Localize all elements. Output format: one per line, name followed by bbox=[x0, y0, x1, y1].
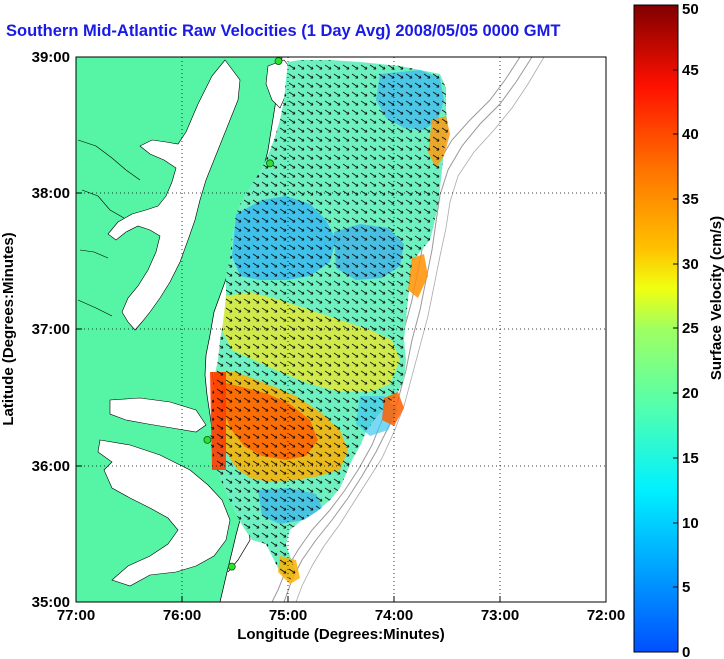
river-potomac bbox=[77, 139, 141, 317]
y-tick-label: 35:00 bbox=[32, 594, 70, 611]
chesapeake-bay bbox=[107, 59, 241, 331]
x-tick-label: 72:00 bbox=[587, 607, 625, 624]
colorbar-tick-label: 35 bbox=[682, 191, 699, 208]
hf-radar-station bbox=[227, 562, 236, 571]
y-axis-title: Latitude (Degrees:Minutes) bbox=[0, 232, 17, 425]
colorbar-tick-label: 50 bbox=[682, 1, 699, 18]
pamlico-sound bbox=[97, 439, 231, 587]
grid-lines bbox=[76, 57, 606, 602]
colorbar-ticks bbox=[673, 4, 678, 653]
y-tick-label: 39:00 bbox=[32, 49, 70, 66]
colorbar-tick-label: 25 bbox=[682, 320, 699, 337]
vector-arrows bbox=[210, 60, 448, 580]
colorbar-tick-label: 0 bbox=[682, 644, 690, 659]
tick-marks bbox=[75, 56, 607, 603]
colorbar-tick-label: 40 bbox=[682, 126, 699, 143]
hf-radar-station bbox=[203, 435, 212, 444]
x-tick-label: 74:00 bbox=[375, 607, 413, 624]
y-tick-label: 36:00 bbox=[32, 458, 70, 475]
colorbar-title: Surface Velocity (cm/s) bbox=[708, 216, 724, 380]
colorbar bbox=[633, 4, 679, 653]
colorbar-tick-label: 15 bbox=[682, 450, 699, 467]
colorbar-tick-label: 20 bbox=[682, 385, 699, 402]
x-tick-label: 75:00 bbox=[269, 607, 307, 624]
colorbar-tick-label: 5 bbox=[682, 579, 690, 596]
colorbar-tick-label: 10 bbox=[682, 515, 699, 532]
station-markers bbox=[203, 57, 283, 571]
y-tick-label: 37:00 bbox=[32, 321, 70, 338]
x-tick-label: 73:00 bbox=[481, 607, 519, 624]
delaware-bay bbox=[265, 59, 293, 109]
colorbar-tick-label: 30 bbox=[682, 256, 699, 273]
bathymetry-contour bbox=[283, 57, 533, 602]
x-tick-label: 77:00 bbox=[57, 607, 95, 624]
hf-radar-station bbox=[274, 57, 283, 65]
albemarle-sound bbox=[109, 397, 207, 433]
page-title: Southern Mid-Atlantic Raw Velocities (1 … bbox=[6, 22, 561, 40]
hf-radar-station bbox=[266, 159, 274, 168]
y-tick-label: 38:00 bbox=[32, 185, 70, 202]
x-axis-title: Longitude (Degrees:Minutes) bbox=[237, 626, 445, 643]
bathymetry-contour bbox=[295, 57, 545, 602]
velocity-edge-fast bbox=[408, 254, 428, 298]
x-tick-label: 76:00 bbox=[163, 607, 201, 624]
colorbar-tick-label: 45 bbox=[682, 62, 699, 79]
